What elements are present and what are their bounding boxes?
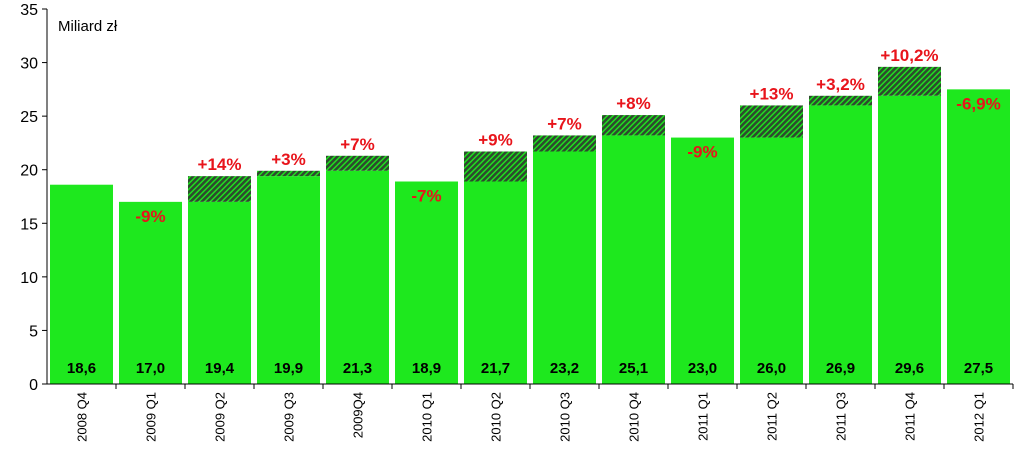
category-label: 2010 Q1 xyxy=(420,392,435,442)
change-label: +8% xyxy=(616,94,651,113)
bar-increment xyxy=(464,151,527,182)
change-label: -6,9% xyxy=(956,94,1000,113)
change-label: +10,2% xyxy=(880,46,938,65)
bar xyxy=(740,137,803,384)
bar-value-label: 29,6 xyxy=(895,360,924,377)
bars-group: 18,6 17,0 -9% 19,4 +14% 19,9 +3% 21,3 +7% 18,9 -7%… xyxy=(50,46,1010,385)
category-label: 2011 Q1 xyxy=(696,392,711,441)
y-tick-label: 20 xyxy=(20,163,38,180)
bar xyxy=(533,151,596,384)
bar-increment xyxy=(602,115,665,136)
bar-value-label: 26,9 xyxy=(826,360,855,377)
bar-value-label: 17,0 xyxy=(136,360,165,377)
bar-value-label: 21,7 xyxy=(481,360,510,377)
bar-increment xyxy=(257,170,320,177)
bar-value-label: 27,5 xyxy=(964,360,993,377)
bar-value-label: 19,9 xyxy=(274,360,303,377)
y-tick-label: 30 xyxy=(20,56,38,73)
bar-increment xyxy=(740,105,803,138)
axes-group: 2008 Q4 2009 Q1 2009 Q2 2009 Q3 2009Q4 2010 Q… xyxy=(20,2,1014,442)
bar xyxy=(188,201,251,384)
bar xyxy=(50,184,113,384)
category-label: 2010 Q4 xyxy=(627,392,642,442)
category-label: 2009Q4 xyxy=(351,392,366,438)
bar-value-label: 21,3 xyxy=(343,360,372,377)
change-label: +3,2% xyxy=(816,75,865,94)
category-label: 2010 Q3 xyxy=(558,392,573,442)
category-label: 2011 Q2 xyxy=(765,392,780,441)
bar xyxy=(947,89,1010,384)
bar-value-label: 18,9 xyxy=(412,360,441,377)
bar-increment xyxy=(809,95,872,106)
change-label: +3% xyxy=(271,150,306,169)
category-label: 2011 Q4 xyxy=(903,392,918,441)
bar-increment xyxy=(326,155,389,171)
category-label: 2009 Q2 xyxy=(213,392,228,442)
y-tick-label: 5 xyxy=(29,323,38,340)
bar xyxy=(119,201,182,384)
bar-increment xyxy=(188,176,251,202)
category-label: 2009 Q1 xyxy=(144,392,159,442)
bar-value-label: 18,6 xyxy=(67,360,96,377)
bar-increment xyxy=(878,66,941,96)
y-tick-label: 35 xyxy=(20,2,38,19)
y-tick-label: 25 xyxy=(20,109,38,126)
category-label: 2008 Q4 xyxy=(75,392,90,442)
bar-increment xyxy=(533,135,596,152)
bar-value-label: 23,0 xyxy=(688,360,717,377)
bar-value-label: 23,2 xyxy=(550,360,579,377)
unit-label: Miliard zł xyxy=(58,18,118,35)
bar xyxy=(326,170,389,384)
category-label: 2009 Q3 xyxy=(282,392,297,442)
bar xyxy=(809,105,872,384)
bar xyxy=(395,181,458,384)
change-label: +7% xyxy=(547,114,582,133)
y-tick-label: 10 xyxy=(20,270,38,287)
y-tick-label: 0 xyxy=(29,377,38,394)
bar xyxy=(602,135,665,384)
bar xyxy=(464,181,527,384)
bar xyxy=(878,95,941,385)
category-label: 2010 Q2 xyxy=(489,392,504,442)
change-label: +14% xyxy=(198,155,242,174)
change-label: -7% xyxy=(411,187,441,206)
category-label: 2012 Q1 xyxy=(972,392,987,442)
y-tick-label: 15 xyxy=(20,216,38,233)
category-label: 2011 Q3 xyxy=(834,392,849,441)
change-label: +9% xyxy=(478,131,513,150)
bar-value-label: 19,4 xyxy=(205,360,235,377)
bar xyxy=(257,176,320,384)
change-label: -9% xyxy=(135,207,165,226)
change-label: +13% xyxy=(750,84,794,103)
bar-value-label: 26,0 xyxy=(757,360,786,377)
bar xyxy=(671,137,734,384)
bar-value-label: 25,1 xyxy=(619,360,648,377)
change-label: -9% xyxy=(687,143,717,162)
change-label: +7% xyxy=(340,135,375,154)
